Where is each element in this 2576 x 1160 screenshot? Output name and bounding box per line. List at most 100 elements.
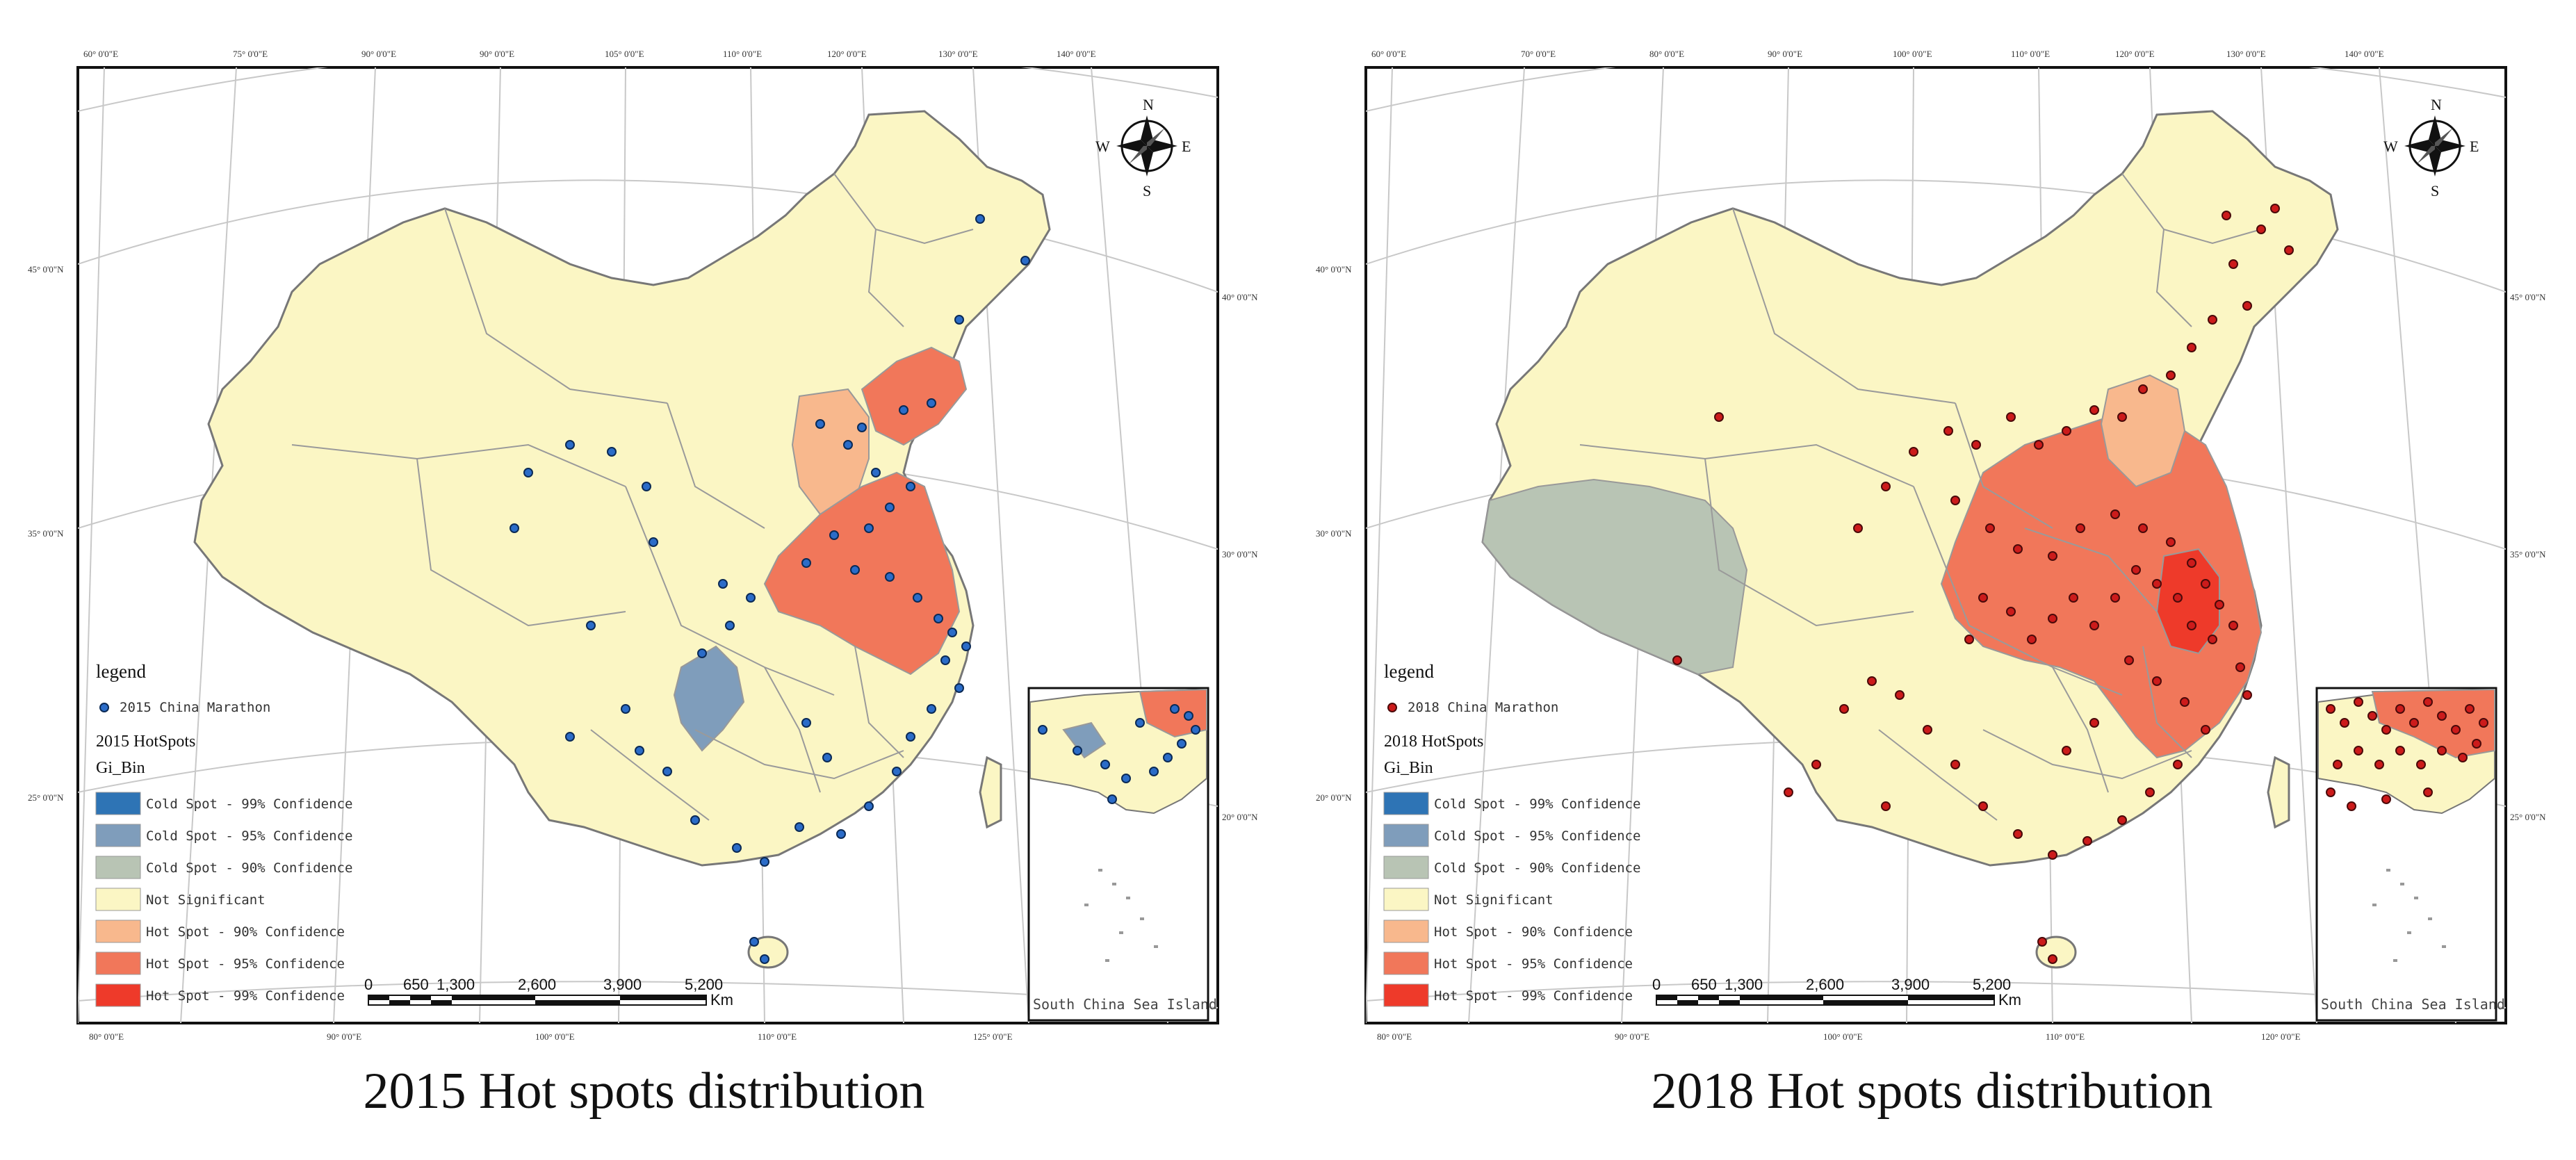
map-svg-2015: N S E W bbox=[28, 49, 1258, 1042]
bottom-tick-label: 90° 0'0"E bbox=[327, 1031, 361, 1042]
legend-class-label: Cold Spot - 99% Confidence bbox=[146, 797, 352, 812]
color-swatch-icon bbox=[95, 856, 141, 879]
right-tick-label: 30° 0'0"N bbox=[1222, 549, 1258, 559]
legend-class-label: Hot Spot - 99% Confidence bbox=[146, 988, 345, 1004]
legend-title: legend bbox=[96, 661, 146, 682]
compass-n-label: N bbox=[1143, 96, 1154, 113]
bottom-tick-label: 90° 0'0"E bbox=[1615, 1031, 1649, 1042]
bottom-tick-label: 100° 0'0"E bbox=[535, 1031, 575, 1042]
scale-label: 1,300 bbox=[437, 976, 475, 993]
province-boundaries bbox=[291, 173, 974, 821]
compass-s-label: S bbox=[2431, 182, 2439, 199]
left-tick-label: 35° 0'0"N bbox=[28, 528, 64, 539]
top-tick-label: 120° 0'0"E bbox=[2115, 49, 2155, 59]
bottom-tick-label: 100° 0'0"E bbox=[1823, 1031, 1863, 1042]
scale-unit: Km bbox=[1998, 991, 2021, 1008]
top-tick-label: 90° 0'0"E bbox=[480, 49, 514, 59]
coldspot-90-region bbox=[1481, 478, 1748, 676]
legend: legend 2015 China Marathon 2015 HotSpots… bbox=[95, 661, 352, 1007]
scale-label: 1,300 bbox=[1725, 976, 1763, 993]
map-panel-2015: N S E W bbox=[28, 49, 1258, 1120]
panel-caption: 2018 Hot spots distribution bbox=[1651, 1063, 2213, 1120]
top-tick-label: 90° 0'0"E bbox=[361, 49, 396, 59]
top-tick-label: 120° 0'0"E bbox=[827, 49, 867, 59]
inset-label: South China Sea Islands bbox=[2321, 996, 2513, 1013]
scale-label: 650 bbox=[1691, 976, 1717, 993]
right-tick-labels: 45° 0'0"N 35° 0'0"N 25° 0'0"N bbox=[2510, 292, 2546, 822]
color-swatch-icon bbox=[1383, 983, 1429, 1007]
hainan-island bbox=[747, 936, 789, 969]
point-symbol-icon bbox=[99, 703, 109, 712]
scale-label: 2,600 bbox=[1806, 976, 1844, 993]
left-tick-label: 45° 0'0"N bbox=[28, 264, 64, 275]
color-swatch-icon bbox=[1383, 824, 1429, 847]
right-tick-label: 20° 0'0"N bbox=[1222, 812, 1258, 822]
legend-class-label: Hot Spot - 95% Confidence bbox=[146, 956, 345, 972]
scale-label: 3,900 bbox=[603, 976, 642, 993]
left-tick-label: 30° 0'0"N bbox=[1316, 528, 1352, 539]
top-tick-label: 90° 0'0"E bbox=[1768, 49, 1802, 59]
color-swatch-icon bbox=[95, 920, 141, 943]
right-tick-label: 40° 0'0"N bbox=[1222, 292, 1258, 302]
coldspot-95-region bbox=[673, 645, 745, 752]
compass-e-label: E bbox=[1182, 138, 1191, 155]
inset-label: South China Sea Islands bbox=[1033, 996, 1225, 1013]
bottom-tick-labels: 80° 0'0"E 90° 0'0"E 100° 0'0"E 110° 0'0"… bbox=[1377, 1031, 2301, 1042]
scale-label: 0 bbox=[1652, 976, 1661, 993]
top-tick-label: 100° 0'0"E bbox=[1893, 49, 1932, 59]
hotspot-95-central bbox=[763, 471, 961, 676]
right-tick-labels: 40° 0'0"N 30° 0'0"N 20° 0'0"N bbox=[1222, 292, 1258, 822]
legend-class-label: Cold Spot - 90% Confidence bbox=[146, 860, 352, 876]
bottom-tick-label: 110° 0'0"E bbox=[758, 1031, 797, 1042]
point-symbol-icon bbox=[1387, 703, 1397, 712]
compass-w-label: W bbox=[1095, 138, 1110, 155]
left-tick-label: 25° 0'0"N bbox=[28, 792, 64, 803]
legend-classes: Cold Spot - 99% Confidence Cold Spot - 95… bbox=[1383, 792, 1640, 1007]
compass-w-label: W bbox=[2383, 138, 2398, 155]
legend-hotspots-title: 2015 HotSpots bbox=[96, 733, 195, 751]
scale-label: 3,900 bbox=[1891, 976, 1930, 993]
legend-field-name: Gi_Bin bbox=[1384, 759, 1433, 777]
legend-class-label: Cold Spot - 95% Confidence bbox=[1434, 828, 1640, 844]
top-tick-label: 110° 0'0"E bbox=[2011, 49, 2050, 59]
top-tick-labels: 60° 0'0"E 70° 0'0"E 80° 0'0"E 90° 0'0"E … bbox=[1371, 49, 2384, 59]
top-tick-label: 60° 0'0"E bbox=[1371, 49, 1406, 59]
compass-n-label: N bbox=[2431, 96, 2442, 113]
color-swatch-icon bbox=[95, 951, 141, 975]
scale-label: 2,600 bbox=[518, 976, 556, 993]
panel-caption: 2015 Hot spots distribution bbox=[363, 1063, 925, 1120]
map-panel-2018: N S E W bbox=[1288, 0, 2576, 1160]
hotspot-90-region bbox=[2100, 374, 2186, 488]
top-tick-label: 130° 0'0"E bbox=[2226, 49, 2266, 59]
color-swatch-icon bbox=[1383, 951, 1429, 975]
color-swatch-icon bbox=[1383, 792, 1429, 815]
north-arrow-compass-icon: N S E W bbox=[1095, 96, 1191, 199]
legend-class-label: Hot Spot - 90% Confidence bbox=[1434, 924, 1633, 940]
left-tick-labels: 40° 0'0"N 30° 0'0"N 20° 0'0"N bbox=[1316, 264, 1352, 803]
legend-class-label: Not Significant bbox=[146, 892, 266, 908]
top-tick-label: 110° 0'0"E bbox=[723, 49, 762, 59]
top-tick-label: 80° 0'0"E bbox=[1649, 49, 1684, 59]
legend-class-label: Hot Spot - 90% Confidence bbox=[146, 924, 345, 940]
color-swatch-icon bbox=[95, 792, 141, 815]
legend-hotspots-title: 2018 HotSpots bbox=[1384, 733, 1483, 751]
top-tick-label: 60° 0'0"E bbox=[83, 49, 118, 59]
hainan-island bbox=[2035, 936, 2077, 969]
top-tick-label: 130° 0'0"E bbox=[938, 49, 978, 59]
top-tick-label: 70° 0'0"E bbox=[1521, 49, 1556, 59]
scale-label: 650 bbox=[403, 976, 429, 993]
north-arrow-compass-icon: N S E W bbox=[2383, 96, 2479, 199]
legend-classes: Cold Spot - 99% Confidence Cold Spot - 95… bbox=[95, 792, 352, 1007]
hotspot-95-northeast bbox=[861, 346, 968, 446]
south-china-sea-inset: South China Sea Islands bbox=[1027, 687, 1225, 1022]
bottom-tick-label: 120° 0'0"E bbox=[2261, 1031, 2301, 1042]
right-tick-label: 25° 0'0"N bbox=[2510, 812, 2546, 822]
compass-e-label: E bbox=[2470, 138, 2479, 155]
bottom-tick-labels: 80° 0'0"E 90° 0'0"E 100° 0'0"E 110° 0'0"… bbox=[89, 1031, 1013, 1042]
right-tick-label: 35° 0'0"N bbox=[2510, 549, 2546, 559]
compass-s-label: S bbox=[1143, 182, 1151, 199]
map-svg-2018: N S E W bbox=[1316, 49, 2546, 1042]
left-tick-labels: 45° 0'0"N 35° 0'0"N 25° 0'0"N bbox=[28, 264, 64, 803]
left-tick-label: 40° 0'0"N bbox=[1316, 264, 1352, 275]
scale-bar: 0 650 1,300 2,600 3,900 5,200 Km bbox=[364, 976, 733, 1008]
